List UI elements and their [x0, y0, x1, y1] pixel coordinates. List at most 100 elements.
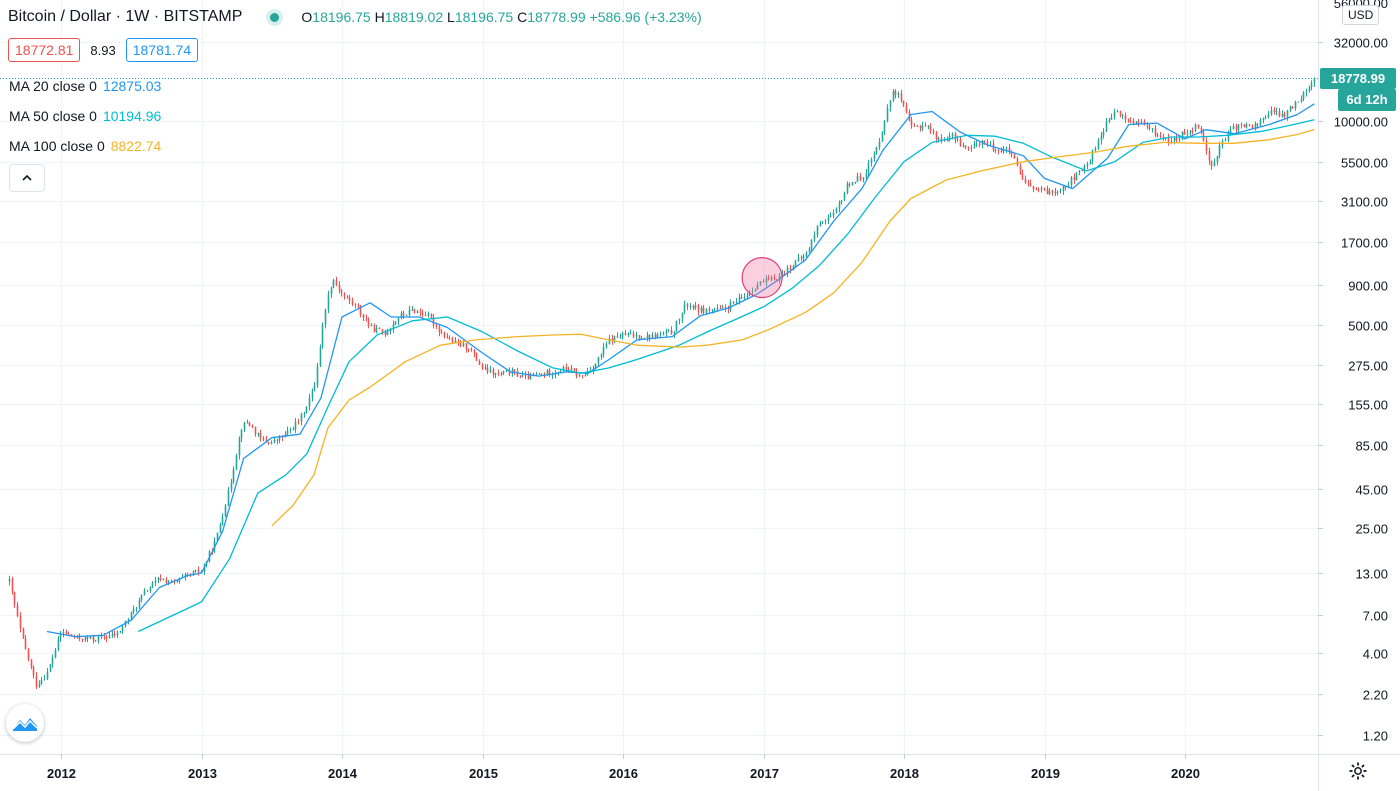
candle-body [121, 626, 124, 632]
candle [810, 239, 813, 251]
candle-body [751, 291, 754, 293]
candle-body [1062, 186, 1065, 192]
candle [1032, 185, 1035, 193]
candle [964, 145, 967, 150]
candle-body [473, 350, 476, 354]
candle-body [1067, 185, 1070, 188]
candle-body [765, 278, 768, 283]
candle-body [786, 267, 789, 274]
candle-body [240, 430, 243, 439]
candle-body [759, 281, 762, 285]
candle-body [1159, 135, 1162, 137]
candle-body [54, 649, 57, 658]
candle-body [1254, 123, 1257, 129]
candle-body [1086, 164, 1089, 166]
candle [157, 576, 160, 584]
candle-body [94, 640, 97, 642]
candle-body [1294, 101, 1297, 109]
candle-body [567, 368, 570, 371]
candle-body [1216, 156, 1219, 163]
candle [529, 372, 532, 380]
candle-body [170, 580, 173, 582]
candle-body [84, 636, 87, 641]
candle-body [605, 344, 608, 347]
candle-body [338, 284, 341, 291]
candle-body [381, 329, 384, 333]
candle-body [800, 257, 803, 259]
candle-body [1313, 78, 1316, 83]
candle [411, 305, 414, 312]
candle [392, 320, 395, 333]
indicator-label: MA 20 close 0 [9, 78, 97, 94]
candle [59, 630, 62, 642]
candle [294, 417, 297, 434]
candle-body [956, 139, 959, 141]
candle [1167, 133, 1170, 146]
settings-gear-icon[interactable] [1348, 761, 1368, 787]
candle [905, 102, 908, 114]
candle [754, 288, 757, 292]
indicator-ma20[interactable]: MA 20 close 0 12875.03 [9, 78, 161, 94]
candle [11, 576, 14, 595]
candle [159, 574, 162, 582]
candle-body [167, 581, 170, 583]
candle-body [378, 328, 381, 330]
candle [1094, 146, 1097, 153]
candle [1083, 164, 1086, 174]
candle [438, 325, 441, 337]
currency-label[interactable]: USD [1342, 5, 1380, 25]
candle [465, 342, 468, 353]
candle [1175, 134, 1178, 143]
candle-body [597, 357, 600, 364]
candle-body [1129, 120, 1132, 122]
candle-body [197, 569, 200, 573]
candle-body [49, 664, 52, 672]
candle [621, 331, 624, 340]
candle-body [1213, 162, 1216, 167]
candle [394, 321, 397, 326]
buy-price-button[interactable]: 18781.74 [125, 38, 199, 62]
candle [619, 333, 622, 339]
candle [140, 594, 143, 603]
candle-body [1097, 140, 1100, 149]
candle-body [681, 312, 684, 320]
candle [873, 151, 876, 162]
candle [1273, 107, 1276, 115]
candle-body [886, 107, 889, 122]
candle-body [1286, 110, 1289, 117]
candle-body [729, 302, 732, 310]
candle-body [594, 363, 597, 370]
indicator-ma100[interactable]: MA 100 close 0 8822.74 [9, 138, 161, 154]
candle-body [532, 373, 535, 375]
ohlc-values: O18196.75 H18819.02 L18196.75 C18778.99 … [301, 9, 702, 25]
candle-body [116, 632, 119, 636]
time-tick-label: 2012 [47, 766, 76, 781]
candle [1048, 188, 1051, 196]
candle-body [846, 183, 849, 193]
candle [875, 146, 878, 155]
candle [1016, 156, 1019, 167]
candle-body [30, 659, 33, 668]
candle-body [1262, 118, 1265, 121]
candle-body [1024, 178, 1027, 183]
candle-body [529, 373, 532, 380]
collapse-legend-button[interactable] [9, 164, 45, 192]
candle [575, 368, 578, 379]
candle [332, 278, 335, 289]
tradingview-logo-icon[interactable] [6, 704, 44, 742]
candle-body [421, 312, 424, 316]
indicator-ma50[interactable]: MA 50 close 0 10194.96 [9, 108, 161, 124]
candle [581, 375, 584, 379]
candle-body [394, 321, 397, 325]
candle-body [1235, 126, 1238, 130]
candle [794, 259, 797, 267]
candle-body [1300, 99, 1303, 102]
candle [454, 337, 457, 344]
symbol-title[interactable]: Bitcoin / Dollar · 1W · BITSTAMP [8, 8, 243, 25]
candle [1008, 143, 1011, 155]
sell-price-button[interactable]: 18772.81 [8, 38, 81, 62]
candle [475, 352, 478, 362]
candle-body [43, 678, 46, 680]
candle-body [832, 212, 835, 216]
